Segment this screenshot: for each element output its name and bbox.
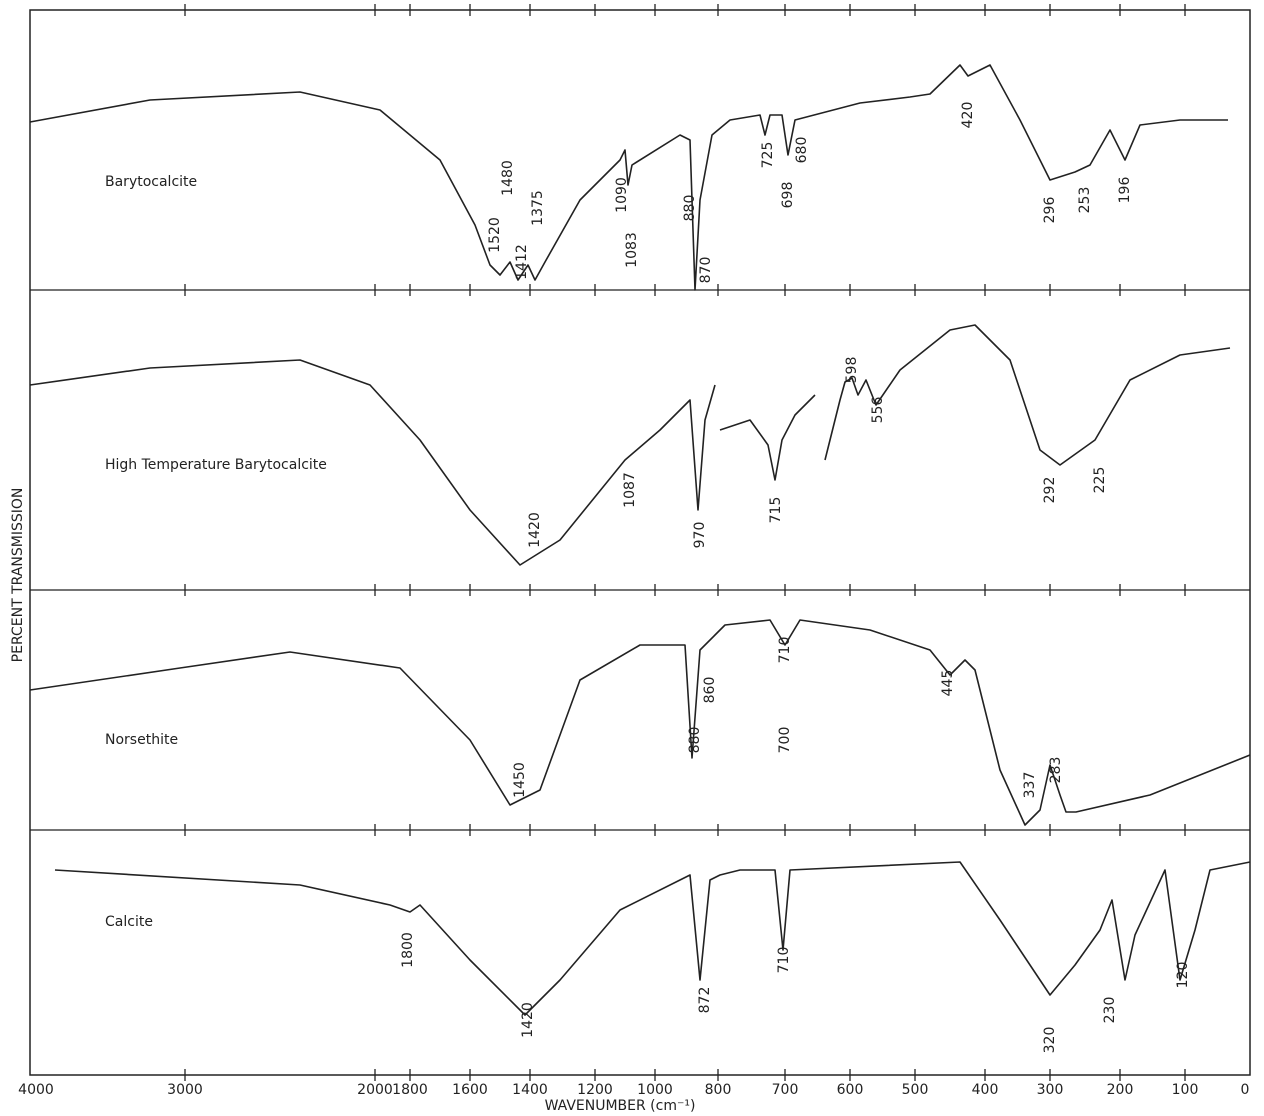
peak-label: 1480: [500, 160, 516, 196]
peak-label: 1375: [530, 190, 546, 226]
peak-label: 598: [844, 357, 860, 384]
x-tick-label: 1200: [577, 1082, 613, 1098]
x-tick-label: 300: [1037, 1082, 1064, 1098]
spectrum-curve: [29, 359, 716, 566]
peak-label: 1090: [614, 177, 630, 213]
x-tick-label: 4000: [18, 1082, 54, 1098]
peak-label: 420: [960, 102, 976, 129]
peak-label: 680: [794, 137, 810, 164]
peak-label: 715: [768, 497, 784, 524]
peak-label: 880: [687, 727, 703, 754]
spectrum-curve: [29, 64, 1228, 291]
peak-label: 1087: [622, 472, 638, 508]
peak-label: 292: [1042, 477, 1058, 504]
peak-label: 337: [1022, 772, 1038, 799]
spectrum-curve: [29, 619, 1251, 826]
spectrum-name: Barytocalcite: [105, 174, 197, 190]
spectrum-curve: [824, 324, 1231, 466]
spectrum-name: Calcite: [105, 914, 153, 930]
peak-label: 1520: [487, 217, 503, 253]
x-tick-label: 400: [972, 1082, 999, 1098]
peak-label: 872: [697, 987, 713, 1014]
peak-label: 1083: [624, 232, 640, 268]
x-tick-label: 3000: [167, 1082, 203, 1098]
x-tick-label: 1000: [637, 1082, 673, 1098]
peak-label: 445: [940, 670, 956, 697]
peak-label: 710: [776, 947, 792, 974]
peak-label: 1412: [514, 244, 530, 280]
x-tick-label: 500: [902, 1082, 929, 1098]
peak-label: 698: [780, 182, 796, 209]
peak-label: 725: [760, 142, 776, 169]
peak-label: 1450: [512, 762, 528, 798]
x-tick-label: 1400: [512, 1082, 548, 1098]
x-tick-label: 200: [1107, 1082, 1134, 1098]
spectrum-name: Norsethite: [105, 732, 178, 748]
peak-label: 230: [1102, 997, 1118, 1024]
peak-label: 970: [692, 522, 708, 549]
peak-label: 1800: [400, 932, 416, 968]
peak-label: 1420: [527, 512, 543, 548]
spectrum-name: High Temperature Barytocalcite: [105, 457, 327, 473]
peak-label: 556: [870, 397, 886, 424]
peak-label: 710: [777, 637, 793, 664]
peak-label: 283: [1048, 757, 1064, 784]
spectrum-curve: [54, 861, 1251, 1016]
x-tick-label: 1800: [392, 1082, 428, 1098]
peak-label: 196: [1117, 177, 1133, 204]
x-tick-label: 600: [837, 1082, 864, 1098]
peak-label: 860: [702, 677, 718, 704]
peak-label: 700: [777, 727, 793, 754]
peak-label: 120: [1175, 962, 1191, 989]
x-tick-label: 700: [772, 1082, 799, 1098]
peak-label: 225: [1092, 467, 1108, 494]
y-axis-label: PERCENT TRANSMISSION: [10, 488, 26, 663]
frame: [29, 9, 1251, 1076]
x-tick-label: 800: [705, 1082, 732, 1098]
x-tick-label: 2000: [357, 1082, 393, 1098]
peak-label: 870: [698, 257, 714, 284]
peak-label: 880: [682, 195, 698, 222]
peak-label: 253: [1077, 187, 1093, 214]
x-tick-label: 0: [1241, 1082, 1250, 1098]
peak-label: 296: [1042, 197, 1058, 224]
peak-label: 320: [1042, 1027, 1058, 1054]
x-tick-label: 100: [1172, 1082, 1199, 1098]
x-tick-label: 1600: [452, 1082, 488, 1098]
peak-label: 1420: [520, 1002, 536, 1038]
spectrum-curve: [719, 394, 816, 481]
x-axis-label: WAVENUMBER (cm⁻¹): [545, 1098, 696, 1114]
